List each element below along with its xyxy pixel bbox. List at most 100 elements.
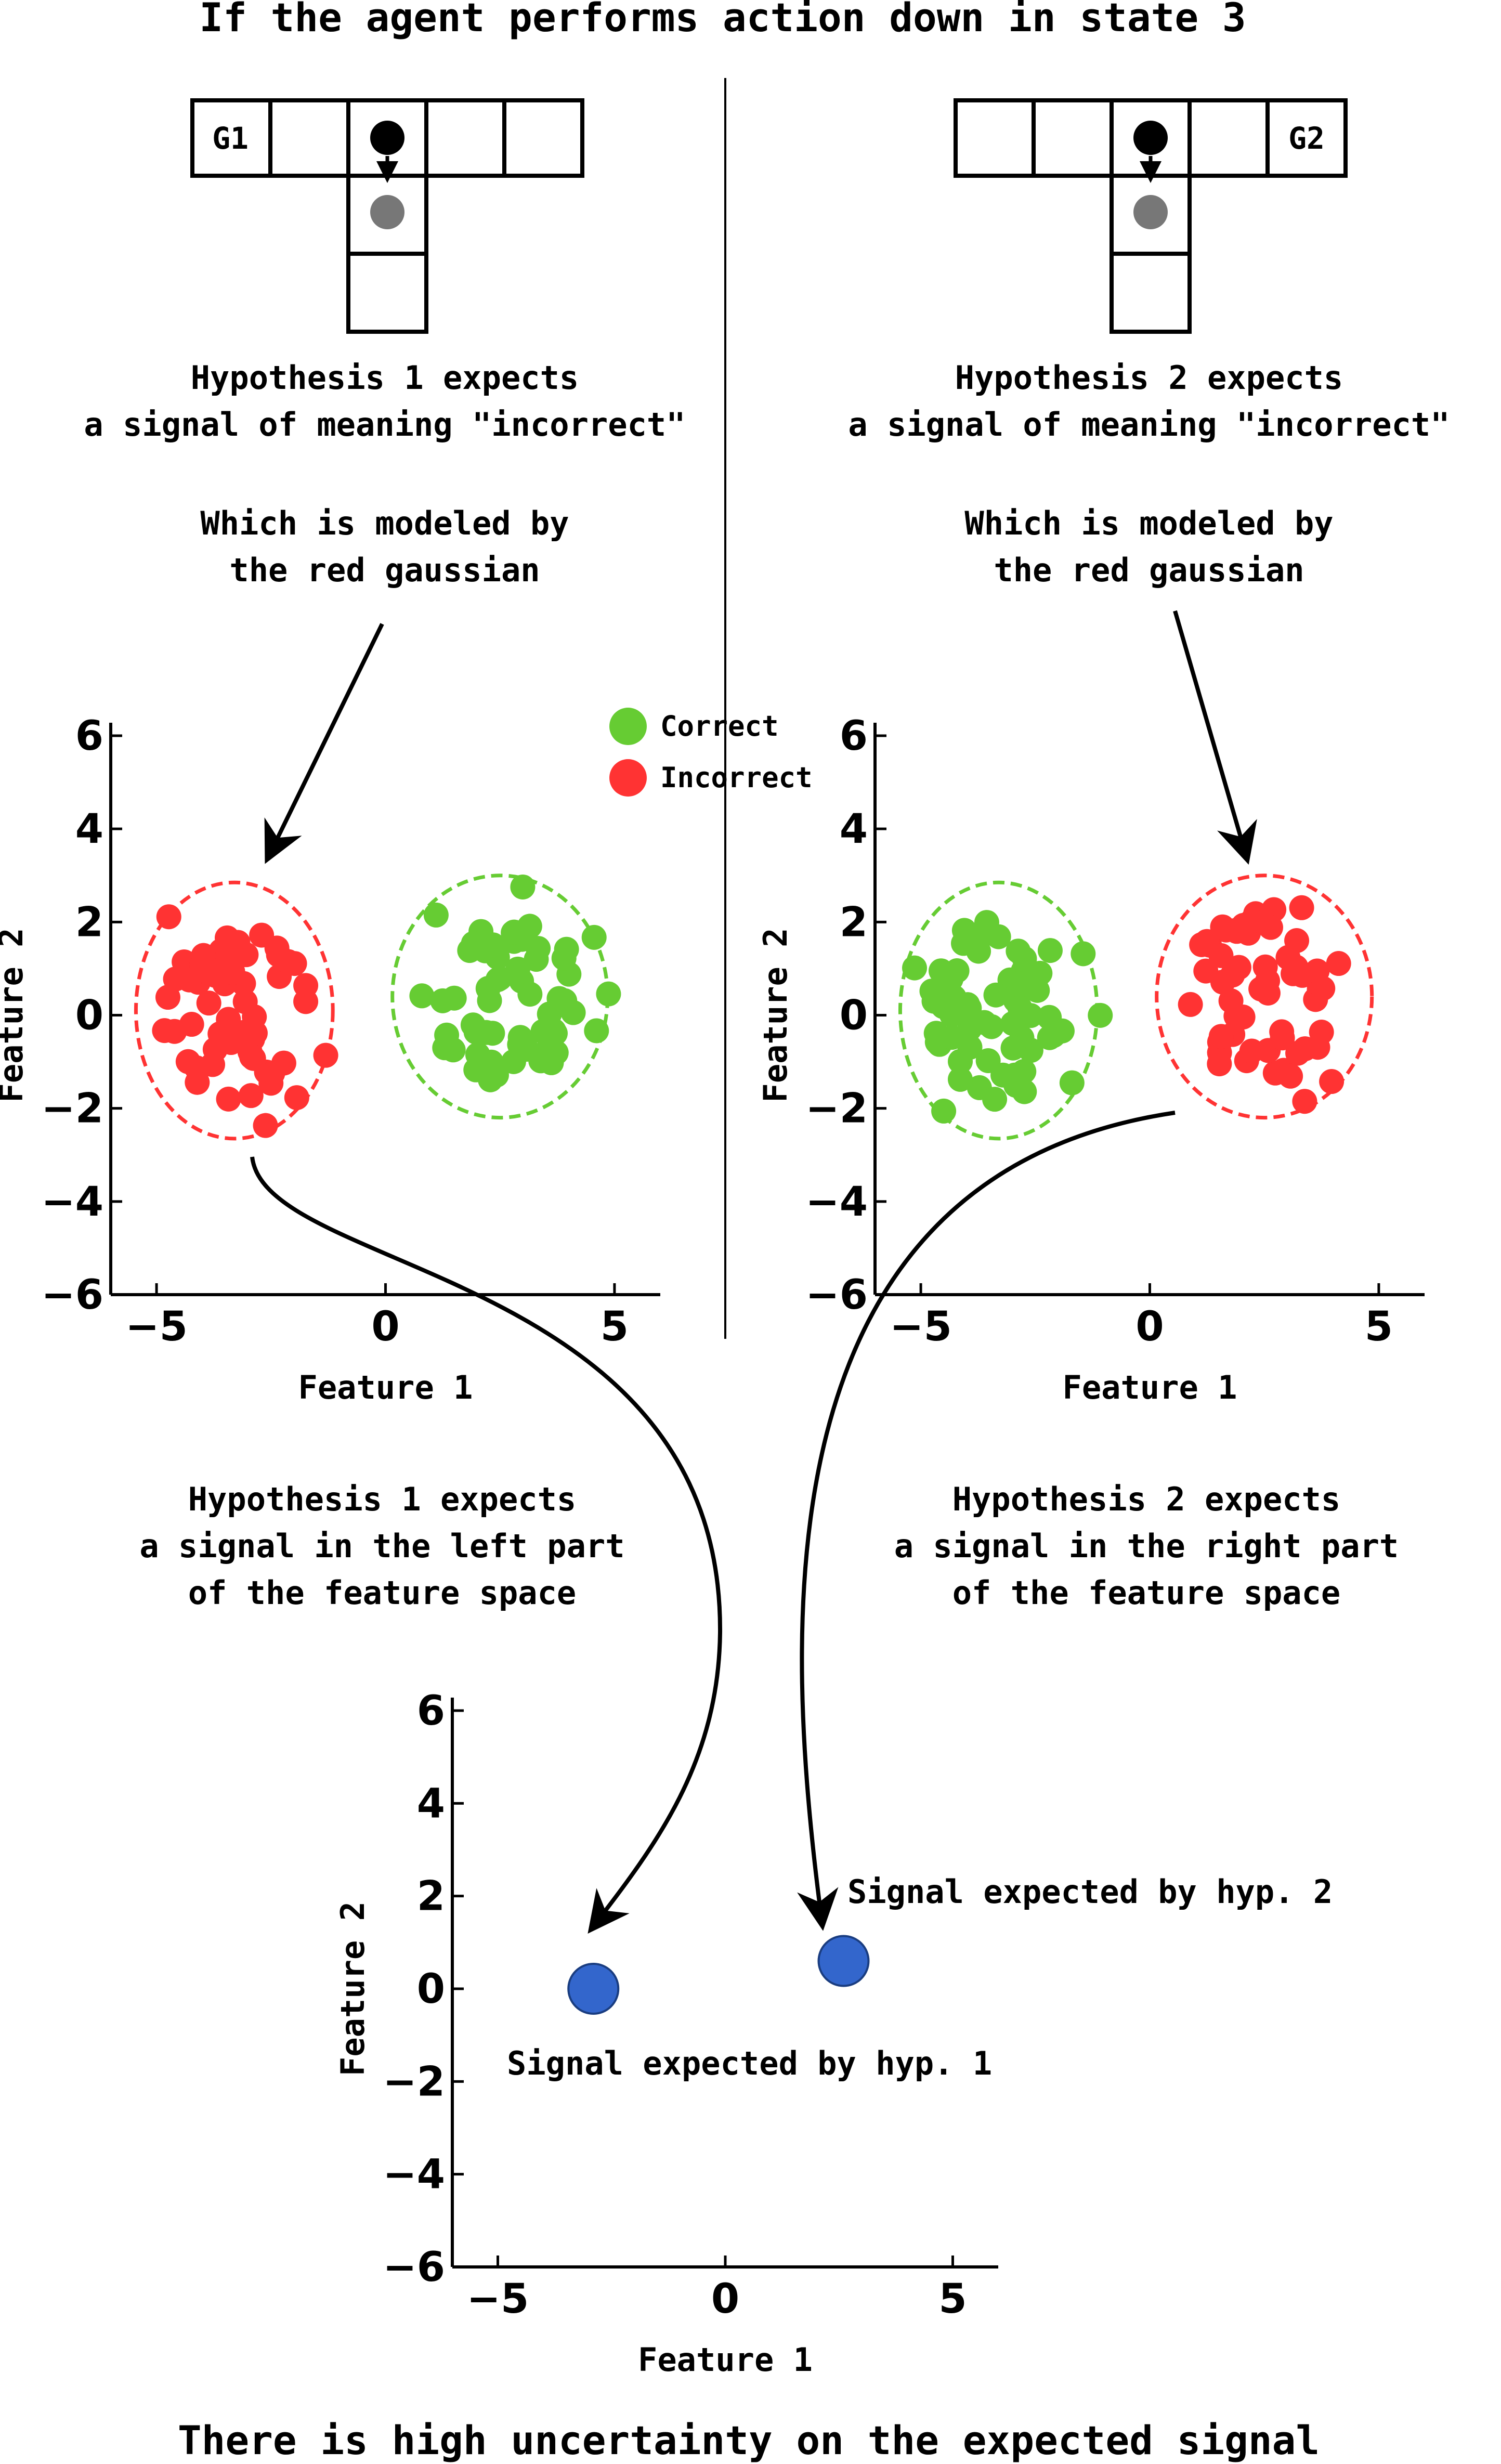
- hyp1-model-line2: the red gaussian: [229, 551, 540, 589]
- grid-cell: [1110, 252, 1192, 334]
- goal-label-g2: G2: [1288, 121, 1325, 156]
- incorrect-point: [179, 1012, 204, 1037]
- legend-correct-label: Correct: [660, 710, 779, 742]
- incorrect-point: [175, 1049, 201, 1074]
- correct-point: [596, 981, 621, 1007]
- x-tick-label: 5: [601, 1303, 629, 1350]
- agent-icon: [370, 121, 404, 155]
- correct-point: [457, 938, 482, 963]
- hyp2-region-line2: a signal in the right part: [894, 1527, 1399, 1565]
- correct-point: [948, 1049, 973, 1074]
- correct-point: [560, 1000, 586, 1025]
- incorrect-point: [156, 904, 181, 930]
- incorrect-point: [1305, 1035, 1330, 1060]
- arrow-model-to-red-cluster-hyp2: [1173, 610, 1257, 865]
- correct-point: [931, 1098, 957, 1124]
- y-axis-label: Feature 2: [756, 928, 794, 1103]
- correct-point: [1000, 1011, 1026, 1036]
- incorrect-gaussian-ellipse: [134, 880, 335, 1141]
- incorrect-point: [1319, 1069, 1345, 1094]
- incorrect-point: [1285, 1040, 1311, 1066]
- grid-cell: [502, 98, 584, 178]
- correct-point: [1071, 941, 1096, 967]
- incorrect-point: [214, 925, 240, 950]
- hyp2-model-line1: Which is modeled by: [964, 504, 1333, 542]
- legend-correct-marker: [609, 708, 647, 745]
- incorrect-point: [1223, 1003, 1249, 1029]
- incorrect-point: [191, 943, 216, 968]
- correct-point: [978, 1014, 1004, 1039]
- incorrect-point: [232, 989, 258, 1014]
- incorrect-point: [239, 1044, 265, 1070]
- scatter-plot-hyp2: 6 4 2 0 −2 −4 −6 −5 0 5 Feature 1 Feature 2: [756, 713, 1425, 1406]
- x-tick-label: 0: [1135, 1303, 1164, 1350]
- incorrect-point: [1289, 895, 1314, 920]
- correct-point: [1006, 938, 1031, 964]
- y-tick-label: −2: [805, 1086, 868, 1132]
- x-tick-label: 5: [938, 2276, 967, 2323]
- incorrect-point: [1270, 1025, 1295, 1051]
- grid-cell: [268, 98, 350, 178]
- hyp1-model-line1: Which is modeled by: [200, 504, 569, 542]
- agent-icon: [1133, 121, 1168, 155]
- incorrect-point: [1207, 1051, 1232, 1077]
- correct-point: [465, 1042, 490, 1067]
- incorrect-point: [216, 1007, 241, 1032]
- y-tick-label: 6: [417, 1688, 445, 1735]
- signal-label-hyp2: Signal expected by hyp. 2: [847, 1873, 1333, 1911]
- x-tick-label: 0: [711, 2276, 739, 2323]
- arrow-red-cluster-to-signal-hyp1: [250, 1156, 723, 1934]
- y-tick-label: 4: [417, 1780, 445, 1827]
- x-tick-label: −5: [467, 2276, 529, 2323]
- correct-point: [517, 982, 543, 1007]
- correct-point: [1037, 938, 1063, 963]
- correct-point: [507, 1032, 532, 1057]
- figure-title: If the agent performs action down in sta…: [199, 0, 1246, 41]
- next-state-marker: [370, 195, 404, 229]
- correct-point: [902, 955, 928, 981]
- correct-point: [539, 1050, 564, 1075]
- x-tick-label: 0: [371, 1303, 399, 1350]
- arrow-red-cluster-to-signal-hyp2: [797, 1111, 1176, 1931]
- y-tick-label: 6: [75, 713, 103, 760]
- correct-point: [542, 1021, 568, 1046]
- correct-point: [1002, 1062, 1027, 1088]
- correct-point: [478, 1067, 503, 1092]
- y-tick-label: −4: [805, 1179, 868, 1226]
- incorrect-point: [253, 1113, 278, 1138]
- y-axis-label: Feature 2: [334, 1901, 372, 2076]
- correct-point: [480, 932, 505, 958]
- incorrect-point: [313, 1042, 338, 1068]
- y-tick-label: −6: [805, 1272, 868, 1319]
- incorrect-point: [1193, 958, 1219, 984]
- incorrect-point: [196, 990, 221, 1016]
- y-tick-label: 4: [75, 806, 103, 853]
- incorrect-point: [1239, 908, 1264, 934]
- incorrect-point: [1326, 951, 1351, 976]
- incorrect-point: [275, 949, 301, 974]
- y-tick-label: 2: [75, 899, 103, 946]
- incorrect-point: [1258, 915, 1283, 940]
- y-tick-label: 0: [840, 993, 868, 1039]
- hyp2-expects-line2: a signal of meaning "incorrect": [848, 406, 1450, 444]
- incorrect-point: [220, 960, 245, 985]
- signal-label-hyp1: Signal expected by hyp. 1: [507, 2044, 992, 2082]
- incorrect-gaussian-ellipse: [1155, 874, 1374, 1120]
- incorrect-point: [1210, 914, 1235, 940]
- hyp2-region-line3: of the feature space: [952, 1574, 1341, 1612]
- hyp2-expects-line1: Hypothesis 2 expects: [955, 359, 1343, 397]
- grid-cell: [1032, 98, 1114, 178]
- y-tick-label: −4: [41, 1179, 103, 1226]
- correct-point: [1005, 971, 1030, 996]
- y-tick-label: 4: [840, 806, 868, 853]
- correct-point: [551, 945, 577, 971]
- legend: Correct Incorrect: [609, 708, 813, 797]
- correct-point: [432, 1035, 458, 1061]
- legend-incorrect-marker: [609, 759, 647, 797]
- conclusion-text: There is high uncertainty on the expecte…: [178, 2417, 1320, 2463]
- y-tick-label: −6: [383, 2244, 445, 2291]
- y-tick-label: −2: [383, 2058, 445, 2105]
- correct-point: [939, 1002, 964, 1027]
- y-tick-label: −4: [383, 2152, 445, 2198]
